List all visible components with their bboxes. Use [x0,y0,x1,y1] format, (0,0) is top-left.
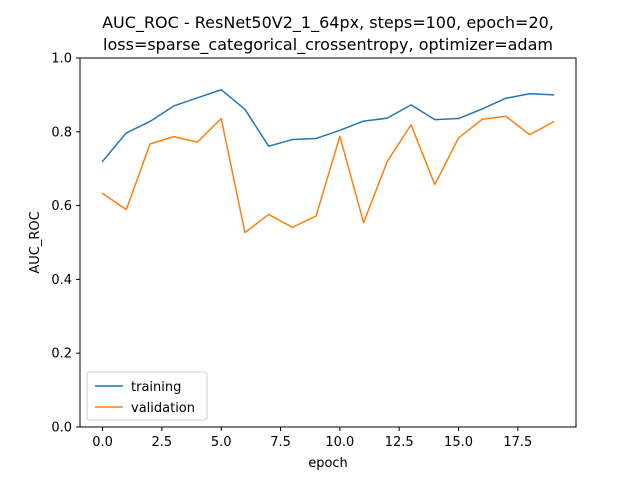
legend: training validation [86,371,208,421]
x-tick-label: 10.0 [325,435,354,450]
plot-frame [79,57,577,428]
chart-title-line-1: AUC_ROC - ResNet50V2_1_64px, steps=100, … [102,13,554,33]
legend-box [86,371,208,421]
x-axis: 0.0 2.5 5.0 7.5 10.0 12.5 15.0 17.5 [92,427,532,450]
x-tick-label: 5.0 [211,435,232,450]
x-tick-label: 15.0 [444,435,473,450]
plot-area [80,58,576,427]
chart-title-line-2: loss=sparse_categorical_crossentropy, op… [103,35,553,55]
y-tick-label: 0.2 [51,347,72,362]
y-tick-label: 1.0 [51,52,72,67]
y-tick-label: 0.0 [51,421,72,436]
series-layer [101,88,555,234]
x-tick-label: 2.5 [152,435,173,450]
series-line-validation [101,115,555,234]
legend-label-validation: validation [131,401,195,416]
x-tick-label: 17.5 [503,435,532,450]
y-tick-label: 0.6 [51,199,72,214]
x-axis-label: epoch [308,456,348,471]
x-tick-label: 7.5 [270,435,291,450]
y-tick-label: 0.4 [51,273,72,288]
y-axis-label: AUC_ROC [28,211,43,273]
legend-label-training: training [131,380,181,395]
x-tick-label: 0.0 [92,435,113,450]
y-axis: 0.0 0.2 0.4 0.6 0.8 1.0 [51,52,80,436]
y-tick-label: 0.8 [51,125,72,140]
series-line-training [101,88,555,163]
x-tick-label: 12.5 [385,435,414,450]
